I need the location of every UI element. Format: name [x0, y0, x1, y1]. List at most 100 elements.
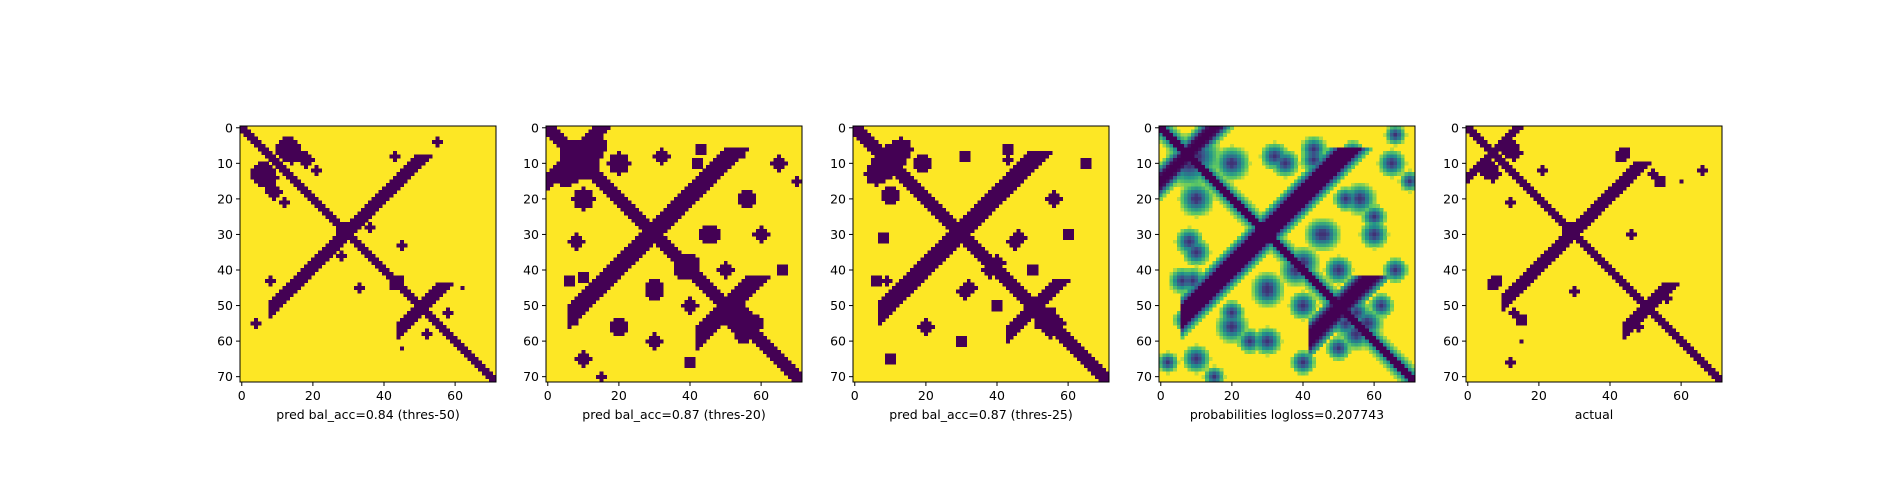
heatmap-cell: [909, 182, 914, 187]
heatmap-cell: [602, 140, 607, 145]
heatmap-cell: [1365, 243, 1370, 248]
heatmap-cell: [688, 190, 693, 194]
heatmap-cell: [1276, 197, 1281, 202]
heatmap-cell: [1201, 207, 1206, 212]
heatmap-cell: [1084, 165, 1089, 170]
heatmap-cell: [1062, 321, 1067, 326]
heatmap-cell: [1201, 243, 1206, 248]
heatmap-cell: [1166, 140, 1171, 145]
heatmap-cell: [279, 296, 284, 301]
heatmap-cell: [1319, 278, 1323, 283]
heatmap-cell: [698, 328, 703, 333]
heatmap-cell: [332, 214, 337, 219]
heatmap-cell: [927, 197, 932, 202]
heatmap-cell: [307, 197, 312, 202]
heatmap-cell: [1226, 207, 1231, 212]
heatmap-cell: [1351, 165, 1355, 170]
heatmap-cell: [1048, 200, 1053, 205]
heatmap-cell: [318, 168, 323, 173]
heatmap-cell: [649, 296, 654, 301]
heatmap-cell: [332, 246, 337, 251]
heatmap-cell: [1219, 268, 1224, 273]
heatmap-cell: [314, 168, 319, 173]
heatmap-cell: [638, 236, 643, 241]
heatmap-cell: [1191, 207, 1195, 212]
heatmap-cell: [1311, 268, 1316, 273]
heatmap-cell: [1308, 200, 1313, 205]
heatmap-cell: [1005, 154, 1010, 159]
heatmap-cell: [624, 268, 629, 273]
heatmap-cell: [1393, 150, 1398, 155]
heatmap-cell: [1180, 136, 1185, 141]
heatmap-cell: [389, 182, 394, 187]
heatmap-cell: [995, 307, 1000, 312]
heatmap-cell: [1368, 214, 1373, 219]
heatmap-cell: [624, 321, 629, 326]
y-tick-label: 0: [531, 120, 539, 135]
x-axis-label: pred bal_acc=0.84 (thres-50): [276, 407, 459, 422]
heatmap-cell: [588, 303, 593, 308]
heatmap-cell: [1386, 275, 1391, 280]
heatmap-cell: [1073, 353, 1078, 358]
heatmap-cell: [691, 179, 696, 184]
heatmap-cell: [723, 307, 728, 312]
heatmap-cell: [949, 222, 953, 226]
heatmap-cell: [1308, 225, 1313, 230]
heatmap-cell: [1301, 172, 1306, 177]
heatmap-cell: [1180, 193, 1185, 198]
heatmap-cell: [585, 172, 590, 177]
heatmap-cell: [991, 307, 996, 312]
heatmap-cell: [1379, 225, 1384, 230]
heatmap-cell: [254, 140, 259, 145]
heatmap-cell: [1372, 229, 1377, 234]
heatmap-cell: [1183, 193, 1188, 198]
heatmap-cell: [1311, 278, 1316, 283]
heatmap-cell: [1336, 264, 1341, 269]
heatmap-cell: [1276, 214, 1281, 219]
heatmap-cell: [1297, 254, 1302, 258]
heatmap-cell: [574, 310, 579, 315]
heatmap-cell: [777, 154, 782, 159]
heatmap-cell: [1191, 257, 1195, 262]
heatmap-cell: [877, 232, 882, 237]
heatmap-cell: [853, 133, 857, 138]
heatmap-cell: [723, 147, 728, 152]
heatmap-cell: [581, 303, 586, 308]
heatmap-cell: [1166, 129, 1171, 134]
heatmap-cell: [759, 339, 764, 344]
heatmap-cell: [870, 179, 875, 184]
heatmap-cell: [734, 296, 739, 301]
heatmap-cell: [1297, 204, 1302, 209]
heatmap-cell: [674, 211, 678, 216]
heatmap-cell: [368, 257, 372, 262]
heatmap-cell: [286, 172, 291, 177]
heatmap-cell: [1215, 154, 1220, 159]
heatmap-cell: [1169, 161, 1174, 166]
heatmap-cell: [1319, 222, 1323, 226]
heatmap-cell: [620, 268, 625, 273]
heatmap-cell: [638, 214, 643, 219]
heatmap-cell: [336, 243, 340, 248]
heatmap-cell: [870, 147, 875, 152]
heatmap-cell: [1319, 186, 1323, 191]
heatmap-cell: [663, 218, 668, 223]
heatmap-cell: [613, 264, 618, 269]
heatmap-cell: [1368, 207, 1373, 212]
heatmap-cell: [652, 339, 657, 344]
heatmap-cell: [1361, 190, 1366, 194]
x-tick-label: 60: [1060, 388, 1076, 403]
heatmap-cell: [1287, 154, 1291, 159]
heatmap-cell: [364, 250, 369, 255]
heatmap-cell: [695, 147, 700, 152]
heatmap-cell: [1219, 172, 1224, 177]
heatmap-cell: [578, 307, 582, 312]
heatmap-cell: [1201, 186, 1206, 191]
heatmap-cell: [1333, 197, 1338, 202]
heatmap-cell: [1311, 225, 1316, 230]
heatmap-cell: [336, 232, 340, 237]
heatmap-cell: [1319, 246, 1323, 251]
heatmap-cell: [877, 179, 882, 184]
heatmap-cell: [1215, 161, 1220, 166]
heatmap-cell: [1368, 197, 1373, 202]
heatmap-cell: [649, 342, 654, 347]
